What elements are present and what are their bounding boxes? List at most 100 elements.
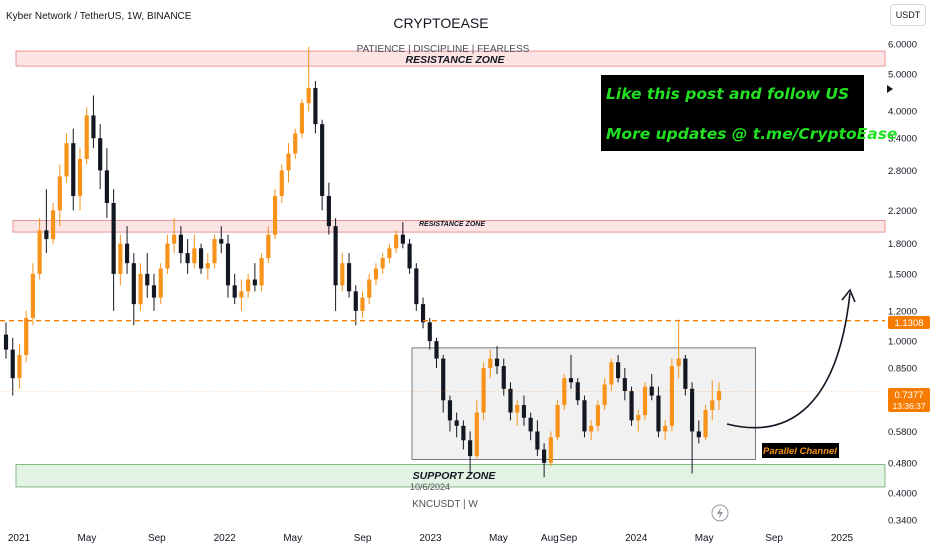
y-tick-label: 3.4000 [888, 134, 917, 145]
candle-body [716, 391, 722, 401]
candle-body [50, 210, 56, 240]
projection-curve [726, 292, 851, 429]
candle-body [313, 88, 318, 125]
candle-body [306, 88, 311, 104]
x-tick-label: 2022 [214, 533, 237, 544]
candle-body [172, 234, 177, 244]
x-tick-label: 2025 [831, 533, 854, 544]
x-tick-label: 2021 [8, 533, 31, 544]
y-tick-label: 1.2000 [888, 306, 917, 317]
candle-body [145, 273, 150, 286]
candle-body [521, 405, 527, 418]
candle-body [394, 234, 399, 249]
y-tick-label: 6.0000 [888, 40, 917, 51]
candle-body [124, 243, 130, 264]
candle-body [710, 400, 715, 411]
candle-body [353, 291, 358, 311]
candle-body [30, 273, 35, 318]
y-tick-label: 1.0000 [888, 337, 917, 348]
candle-body [77, 158, 83, 196]
candle-body [259, 258, 264, 286]
candle-body [360, 297, 365, 311]
date-hover-label: 10/6/2024 [410, 482, 450, 492]
candle-body [178, 234, 183, 254]
candle-body [461, 425, 466, 441]
candle-body [320, 124, 325, 196]
support-zone [15, 464, 886, 488]
candle-body [299, 103, 305, 134]
candle-body [387, 248, 392, 259]
candle-body [454, 420, 459, 426]
promo-box [601, 75, 864, 151]
y-tick-label: 1.5000 [888, 269, 917, 280]
symbol-title: Kyber Network / TetherUS, 1W, BINANCE [6, 11, 192, 22]
candle-body [595, 405, 601, 426]
candle-body [333, 226, 338, 286]
candle-body [212, 239, 217, 264]
candle-body [481, 368, 486, 413]
x-tick-label: 2024 [625, 533, 648, 544]
y-tick-label: 5.0000 [888, 70, 917, 81]
candle-body [696, 431, 701, 438]
candle-body [441, 358, 446, 401]
candle-body [246, 279, 251, 292]
candle-body [151, 285, 157, 298]
candle-body [548, 437, 553, 463]
candle-body [494, 358, 500, 367]
lightning-icon[interactable] [711, 504, 729, 522]
x-tick-label: Sep [148, 533, 166, 544]
candle-body [239, 291, 244, 298]
candle-body [602, 384, 607, 406]
y-tick-label: 2.2000 [888, 206, 917, 217]
candle-body [582, 400, 587, 432]
candle-body [205, 263, 210, 269]
candle-body [165, 243, 170, 269]
candle-body [703, 410, 708, 438]
candle-body [676, 358, 681, 367]
x-tick-label: May [283, 533, 302, 544]
y-tick-label: 1.8000 [888, 239, 917, 250]
candle-body [447, 400, 453, 421]
candle-body [535, 431, 540, 450]
current-price-badge: 0.7377 13:36:37 [888, 388, 930, 412]
candle-body [468, 440, 473, 457]
resistance-zone-mid [12, 220, 886, 233]
candle-body [528, 417, 533, 432]
candle-body [219, 239, 224, 244]
candle-body [568, 378, 574, 383]
candle-body [185, 253, 190, 264]
candle-body [669, 366, 675, 426]
candle-body [690, 388, 695, 432]
promo-line-2: More updates @ t.me/CryptoEase [606, 125, 897, 143]
candle-body [293, 133, 298, 154]
candle-body [3, 334, 9, 350]
current-price-text: 0.7377 [894, 390, 923, 401]
x-tick-label: May [695, 533, 714, 544]
y-tick-label: 2.8000 [888, 166, 917, 177]
candle-body [488, 358, 493, 369]
parallel-channel-box [762, 443, 839, 458]
candle-body [609, 362, 614, 385]
currency-button[interactable]: USDT [890, 4, 926, 26]
chevron-right-icon[interactable] [887, 85, 893, 93]
candle-body [683, 358, 688, 389]
candle-body [71, 143, 76, 196]
candle-body [515, 405, 520, 413]
x-axis: 2021 May Sep 2022 May Sep 2023 May Aug Sep 2024 May… [8, 533, 854, 544]
watermark: KNCUSDT | W [412, 499, 478, 510]
brand-title: CRYPTOEASE [393, 15, 488, 31]
candle-body [367, 279, 372, 298]
support-zone-label: SUPPORT ZONE [413, 470, 497, 482]
x-tick-label: 2023 [419, 533, 442, 544]
candle-body [542, 449, 547, 463]
candle-body [118, 243, 123, 274]
y-tick-label: 4.0000 [888, 107, 917, 118]
candle-body [279, 170, 284, 196]
y-tick-label: 0.3400 [888, 516, 917, 527]
candle-body [407, 243, 412, 269]
candle-body [427, 322, 432, 342]
x-tick-label: Sep [765, 533, 783, 544]
candle-body [636, 415, 641, 421]
candle-body [98, 138, 103, 171]
